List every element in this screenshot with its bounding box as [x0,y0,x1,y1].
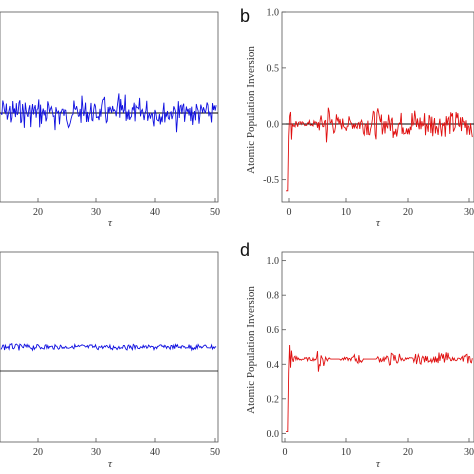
y-tick-label: 1.0 [267,8,280,19]
y-tick-label: -0.5 [263,175,279,186]
panel-letter-d: d [240,240,250,260]
y-axis-title-b: Atomic Population Inversion [245,46,257,174]
x-tick-label: 0 [287,207,292,218]
series-c [0,342,217,352]
x-tick-label: 10 [341,447,351,458]
x-tick-label: 30 [91,447,101,458]
y-tick-label: 0.4 [267,360,280,371]
x-tick-label: 40 [150,207,160,218]
plot-frame-b [281,11,474,203]
series-a [0,93,217,133]
x-tick-label: 50 [210,447,220,458]
x-tick-label: 20 [33,207,43,218]
y-axis-title-d: Atomic Population Inversion [245,286,257,414]
panel-a: 20 30 40 50 τ [0,11,220,229]
x-tick-label: 20 [403,207,413,218]
series-d [286,344,473,433]
x-axis-title-d: τ [376,458,381,470]
xticks-c: 20 30 40 50 [33,438,220,458]
y-tick-label: 0.5 [267,63,280,74]
y-tick-label: 0.0 [267,119,280,130]
panel-letter-b: b [240,6,250,26]
yticks-d: 0.0 0.2 0.4 0.6 0.8 1.0 [267,256,286,440]
x-tick-label: 0 [283,447,288,458]
x-axis-title-a: τ [108,217,113,229]
series-line-d [286,344,473,433]
panel-b: b Atomic Population Inversion 0 10 20 30 -0… [240,6,474,229]
y-tick-label: 0.8 [267,291,280,302]
xticks-d: 0 10 20 30 [283,438,474,458]
x-tick-label: 20 [33,447,43,458]
plot-frame-a [0,11,219,203]
y-tick-label: 0.6 [267,325,280,336]
plot-frame-c [0,251,219,443]
x-tick-label: 30 [91,207,101,218]
y-tick-label: 0.0 [267,429,280,440]
panel-d: d Atomic Population Inversion 0 10 20 30 0.… [240,240,474,470]
x-axis-title-c: τ [108,458,113,470]
plot-frame-d [281,251,474,443]
y-tick-label: 0.2 [267,394,280,405]
x-tick-label: 30 [464,447,474,458]
xticks-b: 0 10 20 30 [287,198,474,218]
x-axis-title-b: τ [376,217,381,229]
xticks-a: 20 30 40 50 [33,198,220,218]
y-tick-label: 1.0 [267,256,280,267]
series-line-a [0,93,217,133]
x-tick-label: 10 [341,207,351,218]
yticks-b: -0.5 0.0 0.5 1.0 [263,8,286,186]
series-b [286,107,473,192]
series-line-b [286,107,473,192]
series-line-c [0,342,217,352]
x-tick-label: 50 [210,207,220,218]
x-tick-label: 30 [464,207,474,218]
x-tick-label: 20 [403,447,413,458]
x-tick-label: 40 [150,447,160,458]
panel-c: 20 30 40 50 τ [0,251,220,470]
